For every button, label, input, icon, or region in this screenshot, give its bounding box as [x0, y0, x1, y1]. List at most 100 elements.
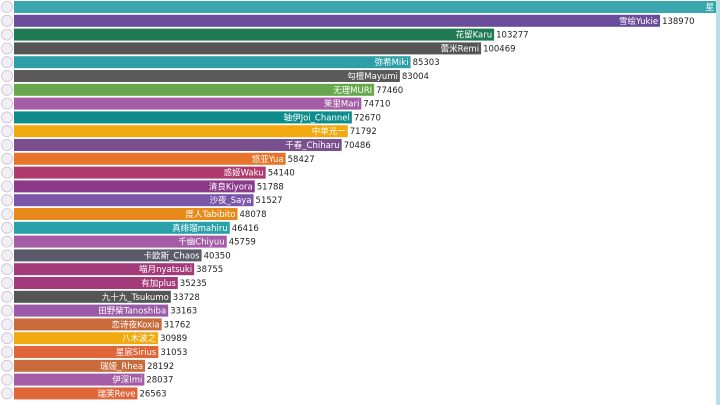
avatar-icon [1, 346, 13, 358]
bar-category-label: 度人Tabibito [185, 209, 235, 220]
bar [14, 56, 411, 69]
avatar-icon [1, 318, 13, 331]
avatar-icon [1, 1, 13, 13]
avatar-icon [1, 194, 13, 207]
avatar-icon [1, 152, 13, 165]
bar-value-label: 45759 [229, 238, 256, 248]
bar-category-label: 有加plus [141, 278, 176, 289]
avatar-icon [1, 277, 13, 289]
bar [14, 235, 227, 248]
bar-category-label: 清良Kiyora [209, 181, 253, 192]
avatar-icon [1, 28, 13, 41]
bar-category-label: 千春_Chiharu [285, 140, 339, 151]
bar-value-label: 51788 [257, 182, 284, 192]
bar [14, 28, 495, 41]
avatar-icon [1, 235, 13, 248]
bar-value-label: 30989 [160, 334, 187, 344]
bar-category-label: 雪绘Yukie [619, 16, 658, 27]
bar-value-label: 83004 [402, 72, 429, 82]
avatar-icon [1, 166, 13, 179]
bar-value-label: 138970 [662, 17, 694, 27]
bar-category-label: 九十九_Tsukumo [102, 292, 169, 303]
avatar-icon [1, 332, 13, 345]
bar-category-label: 无理MURI [333, 86, 372, 96]
bar [14, 166, 266, 179]
bar [14, 125, 348, 138]
avatar-icon [1, 97, 13, 110]
bar-category-label: 卡欧斯_Chaos [144, 250, 200, 261]
bar-value-label: 33163 [170, 307, 197, 317]
bar [14, 359, 146, 372]
bar [14, 152, 286, 165]
bar-value-label: 31053 [160, 348, 187, 358]
bar-category-label: 喵月nyatsuki [139, 265, 192, 275]
bar-value-label: 71792 [350, 127, 377, 137]
bar [14, 1, 716, 13]
bar-category-label: 惑姬Waku [224, 168, 264, 179]
bar-category-label: 花留Karu [456, 30, 493, 41]
avatar-icon [1, 221, 13, 234]
bar [14, 208, 238, 220]
avatar-icon [1, 304, 13, 317]
avatar-icon [1, 14, 13, 27]
avatar-icon [1, 125, 13, 138]
bar-value-label: 100469 [483, 44, 515, 54]
avatar-icon [1, 387, 13, 400]
bar-category-label: 星宸Sirius [116, 347, 157, 358]
bar [14, 346, 159, 358]
bar-category-label: 瑞娅_Rhea [100, 361, 143, 372]
avatar-icon [1, 70, 13, 82]
avatar-icon [1, 208, 13, 220]
avatar-icon [1, 42, 13, 55]
bar [14, 111, 352, 124]
bar-value-label: 48078 [240, 210, 267, 220]
bar-value-label: 28037 [146, 376, 173, 386]
bar [14, 14, 661, 27]
avatar-icon [1, 263, 13, 276]
bar [14, 277, 178, 289]
bar [14, 249, 202, 262]
bar-category-label: 星 [705, 3, 714, 13]
bar-value-label: 58427 [288, 155, 315, 165]
avatar-icon [1, 111, 13, 124]
bar [14, 97, 362, 110]
avatar-icon [1, 373, 13, 386]
bar-value-label: 31762 [164, 320, 191, 330]
avatar-icon [1, 180, 13, 193]
bar-value-label: 33728 [173, 293, 200, 303]
avatar-icon [1, 56, 13, 69]
avatar-icon [1, 139, 13, 151]
bar-category-label: 中单光一 [312, 126, 347, 137]
bar-value-label: 72670 [354, 113, 381, 123]
bar-category-label: 蕾米Remi [441, 43, 479, 54]
bar-value-label: 40350 [204, 251, 231, 261]
bar-value-label: 35235 [180, 279, 207, 289]
bar [14, 290, 171, 303]
bar-value-label: 54140 [268, 169, 295, 179]
bar-value-label: 46416 [232, 224, 259, 234]
bar [14, 194, 254, 207]
bar [14, 83, 375, 96]
bar-value-label: 103277 [496, 31, 528, 41]
bar-category-label: 伊深Imi [112, 375, 142, 386]
bar-category-label: 轴伊Joi_Channel [284, 112, 350, 123]
bar-category-label: 田野柴Tanoshiba [98, 306, 166, 317]
bar-category-label: 恋诗夜Koxia [111, 319, 159, 330]
bar-category-label: 沙夜_Saya [209, 195, 251, 206]
bar [14, 263, 195, 276]
avatar-icon [1, 249, 13, 262]
bar [14, 304, 169, 317]
bar-value-label: 77460 [376, 86, 403, 96]
bar-category-label: 勾檀Mayumi [347, 71, 398, 82]
bar [14, 373, 145, 386]
bar-category-label: 茉里Mari [324, 99, 359, 110]
bar-category-label: 瑞芙Reve [97, 388, 135, 399]
bar-value-label: 70486 [344, 141, 371, 151]
avatar-icon [1, 83, 13, 96]
bar [14, 221, 230, 234]
bar-category-label: 真绯瑠mahiru [172, 223, 228, 234]
bar-category-label: 弥希Miki [375, 57, 409, 68]
bar [14, 387, 138, 400]
